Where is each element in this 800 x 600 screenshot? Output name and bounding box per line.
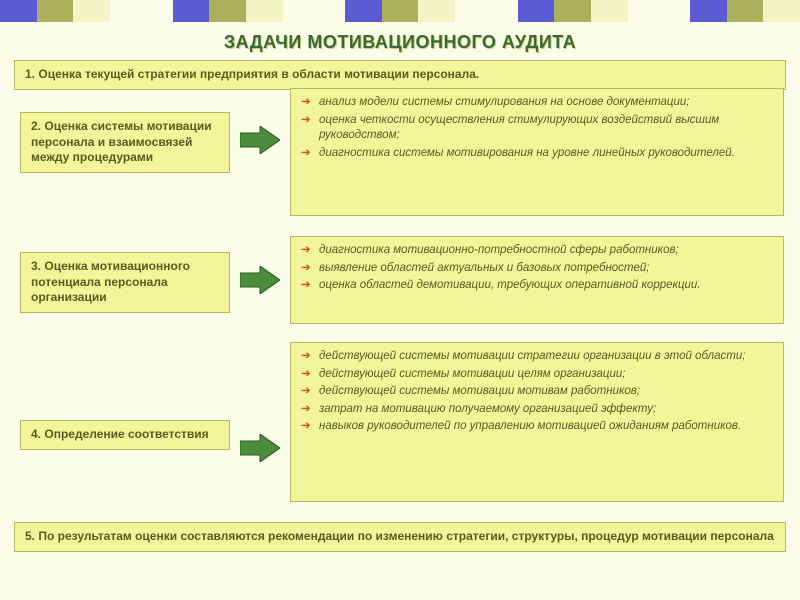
task-1-number: 1.	[25, 67, 35, 81]
detail-item: анализ модели системы стимулирования на …	[301, 95, 773, 111]
task-5-box: 5. По результатам оценки составляются ре…	[14, 522, 786, 552]
arrow-icon	[240, 434, 280, 462]
task-1-box: 1. Оценка текущей стратегии предприятия …	[14, 60, 786, 90]
detail-item: оценка четкости осуществления стимулирую…	[301, 113, 773, 144]
task-number: 2.	[31, 119, 41, 133]
task-number: 3.	[31, 259, 41, 273]
page-title: ЗАДАЧИ МОТИВАЦИОННОГО АУДИТА	[0, 32, 800, 53]
detail-item: оценка областей демотивации, требующих о…	[301, 278, 773, 294]
arrow-icon	[240, 126, 280, 154]
detail-item: диагностика системы мотивирования на уро…	[301, 146, 773, 162]
detail-box-2: анализ модели системы стимулирования на …	[290, 88, 784, 216]
detail-item: выявление областей актуальных и базовых …	[301, 261, 773, 277]
detail-box-4: действующей системы мотивации стратегии …	[290, 342, 784, 502]
task-2-box: 2. Оценка системы мотивации персонала и …	[20, 112, 230, 173]
detail-item: диагностика мотивационно-потребностной с…	[301, 243, 773, 259]
task-5-number: 5.	[25, 529, 35, 543]
detail-box-3: диагностика мотивационно-потребностной с…	[290, 236, 784, 324]
task-1-text: Оценка текущей стратегии предприятия в о…	[38, 67, 479, 81]
detail-item: действующей системы мотивации мотивам ра…	[301, 384, 773, 400]
detail-item: навыков руководителей по управлению моти…	[301, 419, 773, 435]
task-3-box: 3. Оценка мотивационного потенциала перс…	[20, 252, 230, 313]
detail-item: действующей системы мотивации целям орга…	[301, 367, 773, 383]
detail-item: затрат на мотивацию получаемому организа…	[301, 402, 773, 418]
arrow-icon	[240, 266, 280, 294]
task-label: Оценка мотивационного потенциала персона…	[31, 259, 190, 304]
detail-item: действующей системы мотивации стратегии …	[301, 349, 773, 365]
task-5-text: По результатам оценки составляются реком…	[38, 529, 774, 543]
task-label: Оценка системы мотивации персонала и вза…	[31, 119, 212, 164]
task-4-box: 4. Определение соответствия	[20, 420, 230, 450]
top-decoration-bar	[0, 0, 800, 22]
task-number: 4.	[31, 427, 41, 441]
task-label: Определение соответствия	[44, 427, 208, 441]
